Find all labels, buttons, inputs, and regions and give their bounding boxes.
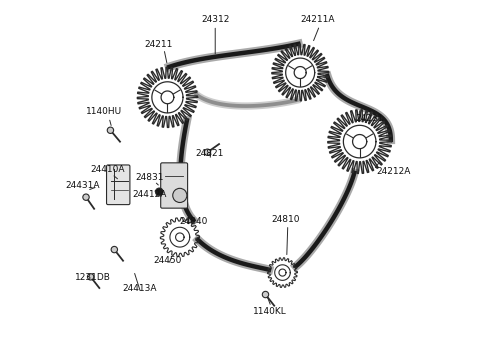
Circle shape	[107, 127, 114, 133]
Text: 24831: 24831	[135, 172, 164, 182]
Circle shape	[83, 194, 89, 200]
Text: 24312: 24312	[201, 15, 229, 24]
Text: 24410A: 24410A	[90, 165, 124, 175]
FancyBboxPatch shape	[161, 163, 188, 208]
FancyBboxPatch shape	[107, 165, 130, 205]
Circle shape	[173, 188, 187, 202]
Text: 24810: 24810	[272, 215, 300, 224]
Text: 24840: 24840	[180, 217, 208, 226]
Text: 24231: 24231	[355, 114, 384, 123]
Circle shape	[111, 246, 118, 253]
Text: 24212A: 24212A	[376, 167, 411, 176]
Text: 24450: 24450	[153, 256, 181, 265]
Text: 1231DB: 1231DB	[75, 273, 111, 282]
Text: 24211: 24211	[144, 40, 173, 49]
Text: 24211A: 24211A	[300, 15, 335, 24]
Circle shape	[262, 291, 269, 298]
Text: 24412A: 24412A	[132, 190, 167, 199]
Text: 1140KL: 1140KL	[253, 307, 287, 316]
Circle shape	[204, 149, 211, 155]
Text: 24413A: 24413A	[122, 284, 156, 293]
Text: 1140HU: 1140HU	[85, 107, 122, 116]
Circle shape	[156, 188, 163, 196]
Circle shape	[87, 274, 94, 280]
Text: 24821: 24821	[196, 149, 224, 159]
Text: 24431A: 24431A	[65, 181, 100, 190]
